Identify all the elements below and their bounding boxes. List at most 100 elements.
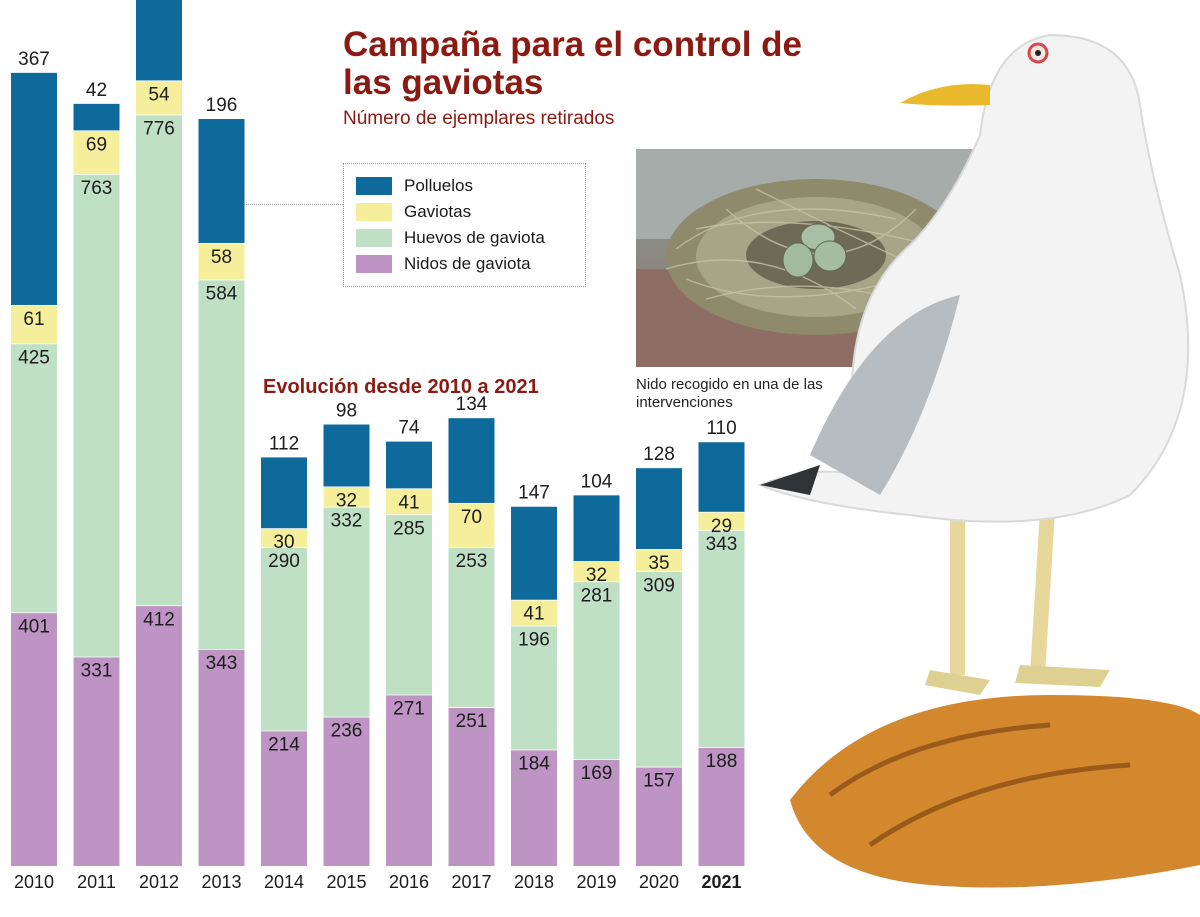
data-label: 58	[211, 247, 232, 268]
bar-segment	[198, 119, 245, 243]
data-label: 343	[706, 534, 738, 555]
data-label: 236	[331, 721, 363, 742]
bar-segment	[511, 749, 557, 866]
legend-item-huevos: Huevos de gaviota	[356, 225, 585, 251]
bar-segment	[698, 530, 745, 748]
data-label: 41	[523, 604, 544, 625]
data-label: 147	[518, 483, 550, 504]
data-label: 70	[461, 507, 482, 528]
data-label: 42	[86, 80, 107, 101]
data-label: 425	[18, 348, 50, 369]
bar-segment	[198, 242, 245, 280]
bar-segment	[511, 599, 557, 626]
bar-segment	[261, 730, 307, 866]
data-label: 332	[331, 511, 363, 532]
legend-label-gaviotas: Gaviotas	[404, 202, 472, 221]
legend: Polluelos Gaviotas Huevos de gaviota Nid…	[343, 163, 586, 287]
x-tick-label: 2010	[14, 872, 54, 892]
bar-segment	[261, 528, 307, 548]
x-tick-label: 2021	[701, 872, 741, 892]
seagull-illustration	[757, 33, 1200, 888]
bar-segment	[698, 747, 745, 866]
bar-segment	[511, 625, 557, 750]
bar-segment	[386, 441, 432, 489]
data-label: 188	[706, 751, 738, 772]
data-label: 32	[586, 565, 607, 586]
bar-segment	[73, 130, 120, 175]
data-label: 271	[393, 699, 425, 720]
beak-shape	[900, 84, 990, 106]
page-title: Campaña para el control de las gaviotas	[343, 25, 803, 102]
data-label: 98	[336, 401, 357, 422]
legend-swatch-polluelos	[356, 177, 392, 195]
data-label: 35	[648, 553, 669, 574]
x-tick-label: 2011	[77, 872, 116, 892]
x-tick-label: 2020	[639, 872, 679, 892]
bar-segment	[323, 716, 370, 866]
x-tick-label: 2015	[326, 872, 366, 892]
x-tick-label: 2012	[139, 872, 179, 892]
bar-segment	[11, 612, 57, 866]
bar-segment	[73, 656, 120, 866]
x-tick-label: 2013	[201, 872, 241, 892]
section-title: Evolución desde 2010 a 2021	[263, 376, 539, 398]
data-label: 196	[206, 95, 238, 116]
data-label: 214	[268, 735, 300, 756]
bar-segment	[11, 343, 57, 613]
bar-segment	[511, 506, 557, 600]
legend-swatch-gaviotas	[356, 203, 392, 221]
bar-segment	[636, 549, 682, 572]
data-label: 331	[81, 661, 113, 682]
bar-segment	[573, 581, 620, 760]
data-label: 29	[711, 516, 732, 537]
bar-segment	[261, 547, 307, 731]
data-label: 251	[456, 711, 488, 732]
bar-segment	[448, 418, 495, 503]
data-label: 30	[273, 532, 294, 553]
bar-segment	[198, 649, 245, 866]
bar-segment	[386, 488, 432, 515]
x-tick-label: 2018	[514, 872, 554, 892]
data-label: 763	[81, 178, 113, 199]
x-tick-label: 2014	[264, 872, 304, 892]
bar-segment	[261, 457, 307, 529]
bar-segment	[323, 486, 370, 507]
x-tick-label: 2019	[576, 872, 616, 892]
bar-segment	[698, 442, 745, 512]
egg	[813, 240, 847, 272]
bar-segment	[323, 506, 370, 717]
data-label: 41	[398, 492, 419, 513]
bar-segment	[136, 114, 182, 606]
bar-segment	[323, 424, 370, 487]
x-tick-label: 2016	[389, 872, 429, 892]
croissant-shape	[790, 695, 1200, 888]
bar-segment	[636, 571, 682, 767]
bar-segment	[698, 511, 745, 531]
data-label: 343	[206, 653, 238, 674]
page-subtitle: Número de ejemplares retirados	[343, 108, 615, 129]
legend-item-polluelos: Polluelos	[356, 173, 585, 199]
data-label: 104	[581, 471, 613, 492]
legend-label-huevos: Huevos de gaviota	[404, 228, 545, 247]
bar-segment	[448, 707, 495, 866]
data-label: 776	[143, 119, 175, 140]
data-label: 281	[581, 585, 613, 606]
data-label: 74	[398, 418, 420, 439]
bars-layer: 4014256136720103317636942201141277654145…	[11, 0, 745, 892]
data-label: 128	[643, 444, 675, 465]
bar-segment	[11, 72, 57, 305]
bar-segment	[136, 0, 182, 81]
bar-segment	[636, 468, 682, 550]
legend-swatch-nidos	[356, 255, 392, 273]
bar-segment	[136, 605, 182, 866]
data-label: 285	[393, 518, 425, 539]
data-label: 401	[18, 616, 50, 637]
bar-segment	[386, 514, 432, 695]
data-label: 69	[86, 134, 107, 155]
data-label: 54	[148, 84, 170, 105]
data-label: 412	[143, 609, 175, 630]
bar-segment	[386, 694, 432, 866]
data-label: 110	[706, 418, 736, 439]
bar-segment	[448, 502, 495, 548]
